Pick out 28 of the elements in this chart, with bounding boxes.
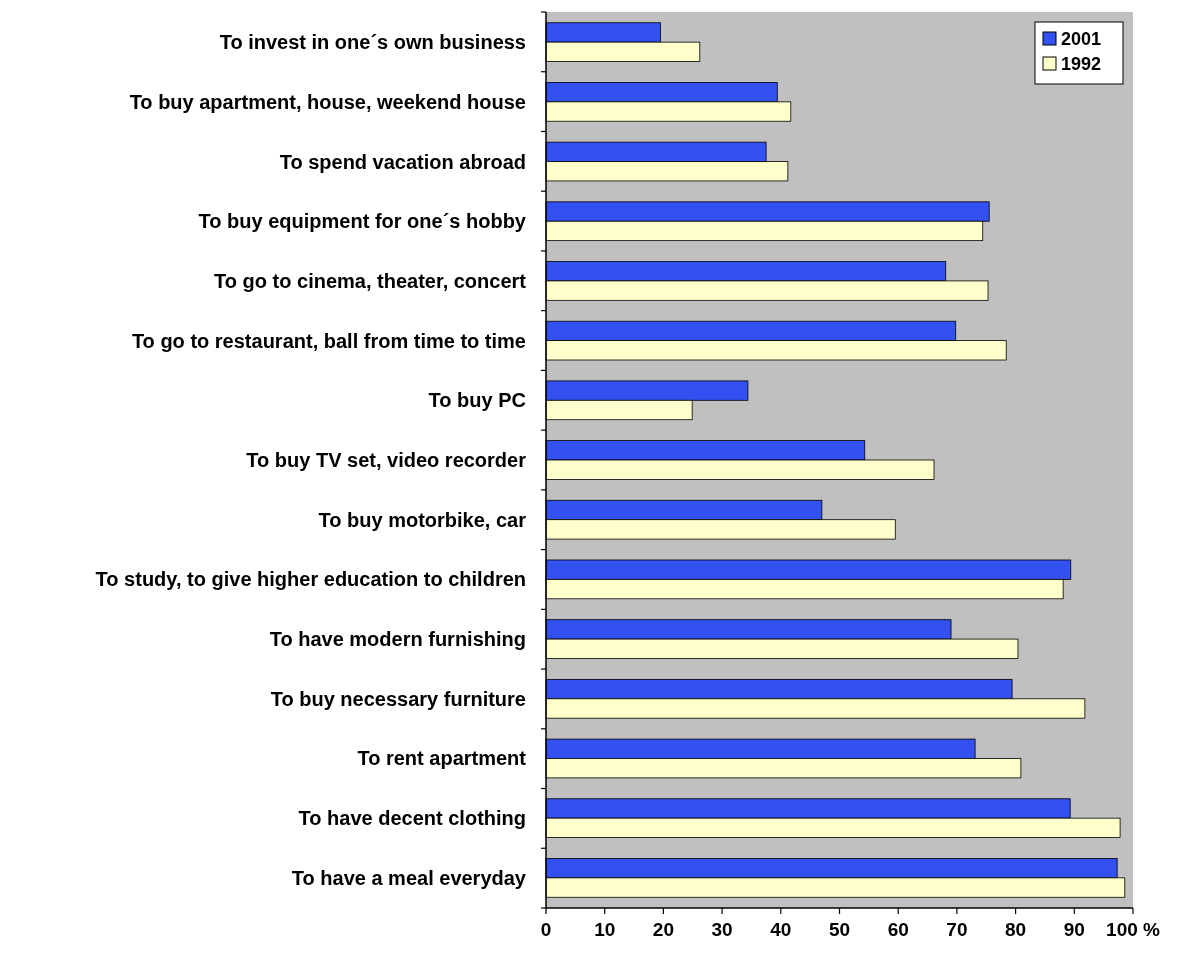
y-tick-label: To buy equipment for one´s hobby: [198, 210, 527, 233]
x-tick-label: 90: [1063, 919, 1085, 940]
y-tick-label: To have modern furnishing: [269, 628, 526, 651]
y-tick-label: To buy motorbike, car: [318, 508, 527, 531]
x-tick-label: 10: [594, 919, 616, 940]
x-tick-label: 80: [1005, 919, 1027, 940]
y-tick-label: To go to restaurant, ball from time to time: [131, 329, 526, 352]
x-tick-label: 40: [770, 919, 792, 940]
x-tick-label: 0: [540, 919, 552, 940]
y-tick-label: To buy necessary furniture: [270, 687, 526, 710]
legend-label: 1992: [1061, 54, 1102, 75]
y-tick-label: To have a meal everyday: [291, 866, 527, 889]
x-tick-label: 50: [828, 919, 851, 940]
x-tick-label: 100 %: [1106, 919, 1161, 940]
y-tick-label: To study, to give higher education to children: [95, 568, 526, 591]
x-tick-label: 30: [711, 919, 733, 940]
y-tick-label: To go to cinema, theater, concert: [214, 269, 527, 292]
x-tick-label: 70: [946, 919, 968, 940]
y-tick-label: To buy TV set, video recorder: [246, 449, 527, 471]
x-tick-label: 20: [652, 919, 674, 940]
y-tick-label: To have decent clothing: [298, 807, 526, 830]
y-tick-label: To rent apartment: [357, 747, 527, 770]
x-tick-label: 60: [887, 919, 909, 940]
y-tick-label: To buy PC: [428, 389, 526, 412]
legend-label: 2001: [1061, 29, 1102, 50]
y-tick-label: To buy apartment, house, weekend house: [129, 90, 526, 113]
y-tick-label: To invest in one´s own business: [219, 31, 526, 54]
y-tick-label: To spend vacation abroad: [279, 150, 526, 173]
